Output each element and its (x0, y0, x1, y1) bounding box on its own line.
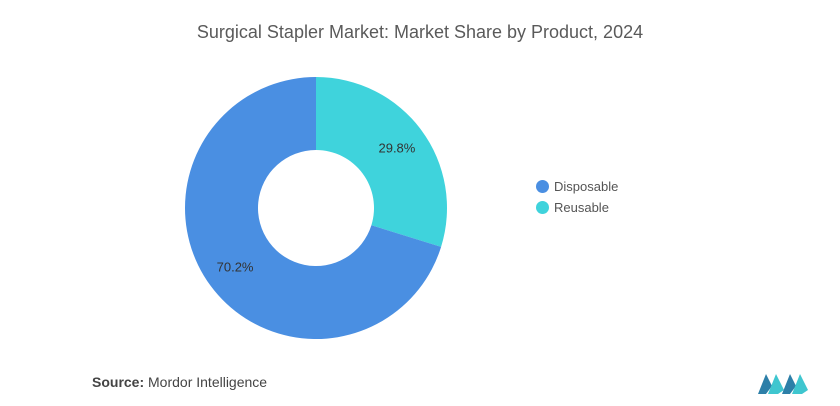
chart-title: Surgical Stapler Market: Market Share by… (196, 22, 644, 42)
source-label: Source: (92, 374, 145, 390)
chart-legend: Disposable Reusable (536, 176, 618, 218)
legend-swatch-reusable (536, 201, 549, 214)
slice-label-disposable: 70.2% (217, 260, 254, 275)
source-value: Mordor Intelligence (148, 374, 268, 390)
legend-label-reusable: Reusable (554, 200, 609, 215)
slice-label-reusable: 29.8% (378, 140, 415, 155)
legend-swatch-disposable (536, 180, 549, 193)
slice-reusable (316, 77, 447, 247)
legend-label-disposable: Disposable (554, 179, 619, 194)
legend-item-disposable: Disposable (536, 176, 618, 197)
source-note: Source: Mordor Intelligence (92, 374, 267, 390)
mordor-intelligence-logo-icon (758, 374, 808, 394)
legend-item-reusable: Reusable (536, 197, 618, 218)
slice-disposable (185, 77, 442, 339)
